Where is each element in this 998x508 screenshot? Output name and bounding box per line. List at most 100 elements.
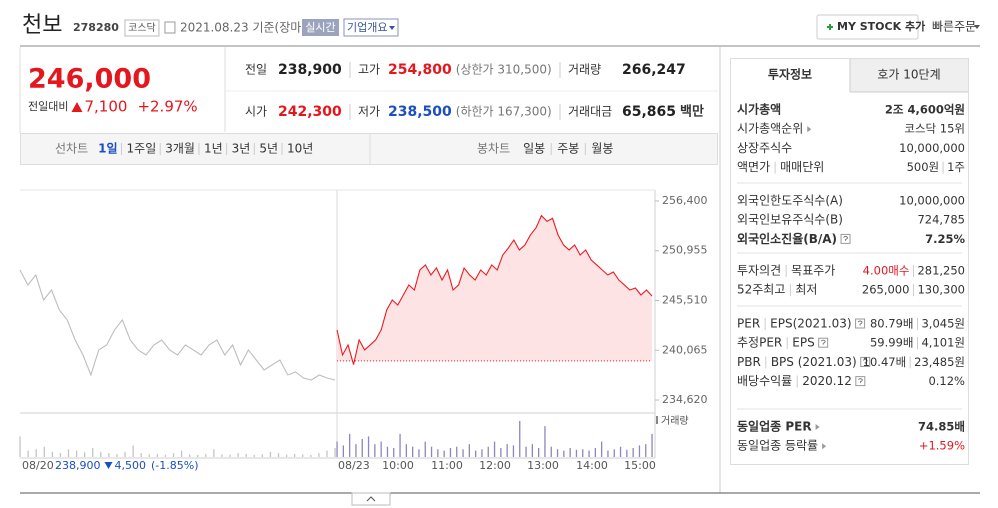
quote-value: 65,865 xyxy=(622,104,676,120)
volume-bar xyxy=(261,454,264,457)
info-tab-label[interactable]: 호가 10단계 xyxy=(877,68,940,82)
help-glyph xyxy=(862,358,868,364)
overview-button[interactable] xyxy=(343,18,399,37)
my-stock-label[interactable]: MY STOCK 추가 xyxy=(837,19,925,33)
info-value: 74.85배 xyxy=(918,420,965,434)
volume-bar xyxy=(386,446,389,457)
info-value: 10,000,000 xyxy=(899,141,965,155)
realtime-label[interactable]: 실시간 xyxy=(305,21,335,34)
info-label: PBR xyxy=(737,355,761,369)
collapse-tab[interactable] xyxy=(351,492,391,506)
help-glyph xyxy=(858,378,863,384)
volume-bar xyxy=(116,453,118,457)
info-tab[interactable] xyxy=(850,59,968,92)
info-label: 최저 xyxy=(795,283,817,297)
info-label: 추정PER xyxy=(737,336,782,350)
info-value: 10.47배 xyxy=(863,355,907,369)
y-tick-label: 245,510 xyxy=(662,294,708,307)
volume-bar xyxy=(19,436,21,457)
info-value: 2조 4,600억원 xyxy=(885,103,965,117)
candle-tab[interactable]: 주봉 xyxy=(557,142,579,156)
period-tab[interactable]: 1년 xyxy=(204,142,223,156)
volume-bar xyxy=(124,451,126,457)
volume-bar xyxy=(342,445,344,457)
help-icon[interactable] xyxy=(855,376,866,387)
realtime-badge[interactable] xyxy=(302,19,339,36)
info-value: 4.00매수 xyxy=(863,264,910,278)
x-tick-label: 13:00 xyxy=(527,459,559,472)
info-tab[interactable] xyxy=(731,59,850,92)
info-value: 130,300 xyxy=(917,283,965,297)
help-icon[interactable] xyxy=(818,337,829,348)
volume-bar xyxy=(556,449,559,457)
period-tab[interactable]: 10년 xyxy=(287,142,313,156)
candle-chart-label: 봉차트 xyxy=(477,142,510,156)
period-tab[interactable]: 5년 xyxy=(259,142,278,156)
candle-tab[interactable]: 일봉 xyxy=(523,142,545,156)
info-value: 1주 xyxy=(947,160,965,174)
quote-label: 거래대금 xyxy=(568,105,612,119)
volume-bar xyxy=(424,441,426,457)
volume-bar xyxy=(367,436,370,457)
volume-bar xyxy=(531,444,533,457)
period-tab[interactable]: 3개월 xyxy=(165,142,195,156)
volume-bar xyxy=(92,448,94,457)
volume-bar xyxy=(405,444,407,457)
collapse-icon xyxy=(366,496,376,502)
volume-bar xyxy=(399,433,401,457)
quote-label: 고가 xyxy=(358,63,380,77)
info-label: 목표주가 xyxy=(791,264,835,278)
my-stock-button[interactable] xyxy=(816,14,919,40)
volume-bar xyxy=(443,450,445,457)
current-price: 246,000 xyxy=(28,64,151,95)
volume-bar xyxy=(456,446,458,457)
y-tick-label: 250,955 xyxy=(662,244,708,257)
quote-label: 저가 xyxy=(358,105,380,119)
info-label: BPS (2021.03) xyxy=(771,355,857,369)
volume-bar xyxy=(140,453,142,457)
volume-bar xyxy=(374,444,376,457)
x-tick-label: 10:00 xyxy=(382,459,414,472)
info-label: 시가총액순위 xyxy=(737,122,803,136)
info-value: 4,101원 xyxy=(921,336,965,350)
quick-order[interactable]: 빠른주문 xyxy=(932,20,976,34)
volume-bar xyxy=(108,453,110,457)
info-value: 80.79배 xyxy=(870,317,914,331)
candle-tab[interactable]: 월봉 xyxy=(591,142,613,156)
x-tick-label: 08/20 xyxy=(22,459,54,472)
period-tab[interactable]: 1주일 xyxy=(127,142,157,156)
help-icon[interactable] xyxy=(840,233,851,244)
volume-bar xyxy=(651,433,653,457)
help-icon[interactable] xyxy=(860,356,871,367)
dropdown-arrow xyxy=(974,25,980,29)
quote-value: 238,500 xyxy=(388,104,452,120)
info-value: 7.25% xyxy=(925,232,965,246)
info-label: 외국인소진율(B/A) xyxy=(737,231,837,246)
info-label: 배당수익률 xyxy=(737,374,792,388)
volume-bar xyxy=(310,454,312,457)
volume-bar xyxy=(563,450,565,457)
volume-bar xyxy=(512,445,515,457)
info-value: 23,485원 xyxy=(914,355,965,369)
volume-bar xyxy=(213,449,215,457)
volume-bar xyxy=(229,454,231,457)
period-tab[interactable]: 1일 xyxy=(98,142,117,156)
info-tab-label[interactable]: 투자정보 xyxy=(768,67,812,82)
volume-bar xyxy=(59,453,62,457)
change-percent: +2.97% xyxy=(137,98,197,116)
help-glyph xyxy=(843,235,848,241)
volume-bar xyxy=(205,453,207,457)
volume-bar xyxy=(481,449,483,457)
volume-bar xyxy=(355,444,357,457)
quote-value: 254,800 xyxy=(388,62,452,78)
volume-bar xyxy=(588,450,590,457)
info-label: PER xyxy=(737,317,760,331)
help-icon[interactable] xyxy=(855,318,866,329)
help-glyph xyxy=(857,320,863,326)
volume-bar xyxy=(221,454,223,457)
period-tab[interactable]: 3년 xyxy=(232,142,251,156)
prev-change: 4,500 xyxy=(115,459,147,472)
overview-label[interactable]: 기업개요 xyxy=(347,21,387,34)
info-label: 52주최고 xyxy=(737,283,785,297)
